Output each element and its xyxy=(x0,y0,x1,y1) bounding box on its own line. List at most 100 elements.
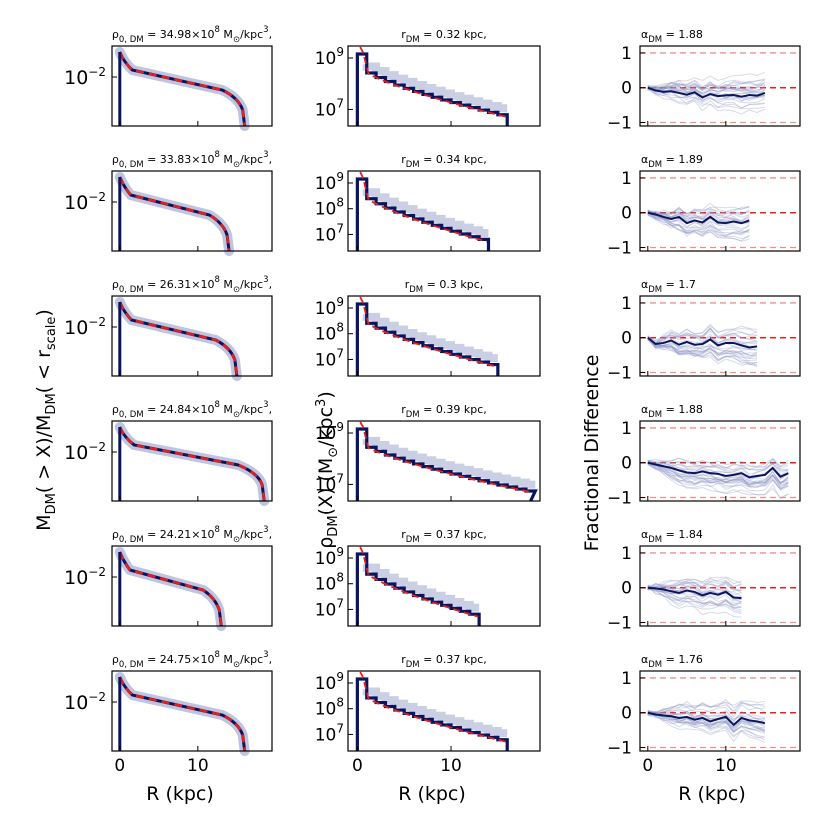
rdm-label: rDM = 0.37 kpc, xyxy=(401,653,487,670)
cumulative-scatter-band xyxy=(114,672,250,756)
realization-line xyxy=(647,588,742,607)
realization-line xyxy=(647,587,742,602)
realization-line xyxy=(647,711,765,721)
realization-line xyxy=(647,71,766,87)
fraction-panel: αDM = 1.84 −1 0 1 xyxy=(607,528,801,634)
realization-line xyxy=(647,704,766,718)
realization-line xyxy=(647,338,758,366)
cumulative-xtick-label: 0 xyxy=(114,756,125,776)
realization-line xyxy=(647,209,750,219)
realization-line xyxy=(647,710,766,729)
density-axes-frame xyxy=(347,545,541,627)
density-ytick-label: 107 xyxy=(315,96,344,120)
cumulative-ytick-label: 10−2 xyxy=(64,315,106,339)
density-model-line xyxy=(359,671,507,743)
realization-line xyxy=(647,708,765,722)
realization-line xyxy=(647,328,758,344)
cumulative-ytick-label: 10−2 xyxy=(64,65,106,89)
density-ytick-label: 109 xyxy=(315,670,344,694)
realization-line xyxy=(647,323,758,344)
cumulative-panel: ρ0, DM = 24.75×108 M⊙/kpc3, 10−2 0 10 xyxy=(64,650,273,776)
density-xtick-label: 10 xyxy=(440,756,462,776)
fraction-ytick-label: 1 xyxy=(621,669,632,689)
realization-line xyxy=(647,212,750,242)
cumulative-xtick-label: 10 xyxy=(187,756,209,776)
col2-ylabel: ρDM(X) (M⊙/kpc3) xyxy=(314,391,341,549)
density-ytick-label: 107 xyxy=(315,596,344,620)
realization-line xyxy=(647,336,758,366)
realization-line xyxy=(647,463,789,499)
density-data-histogram xyxy=(355,552,481,626)
density-scatter-band xyxy=(362,188,489,237)
fraction-axes-frame xyxy=(639,295,801,377)
density-panel: rDM = 0.32 kpc, 109 107 xyxy=(315,28,541,127)
density-model-line xyxy=(359,46,507,118)
density-scatter-band xyxy=(362,436,536,489)
cumulative-model-line xyxy=(118,301,239,377)
density-ytick-label: 107 xyxy=(315,346,344,370)
realization-line xyxy=(647,327,758,342)
density-model-line xyxy=(359,296,496,368)
realization-line xyxy=(647,577,742,590)
realization-line xyxy=(647,337,758,356)
realization-line xyxy=(647,211,750,222)
col1-ylabel: MDM( > X)/MDM( < rscale) xyxy=(33,309,59,531)
realization-line xyxy=(647,83,765,92)
cumulative-ytick-label: 10−2 xyxy=(64,190,106,214)
realization-line xyxy=(647,79,766,91)
density-ytick-label: 109 xyxy=(315,545,344,569)
cumulative-ytick-label: 10−2 xyxy=(64,565,106,589)
realization-line xyxy=(647,85,765,96)
cumulative-panel: ρ0, DM = 24.21×108 M⊙/kpc3, 10−2 xyxy=(64,525,273,631)
realization-line xyxy=(647,338,758,366)
realization-line xyxy=(647,84,765,94)
cumulative-axes-frame xyxy=(111,295,273,377)
realization-line xyxy=(647,336,758,360)
realization-line xyxy=(647,462,789,489)
realization-lines xyxy=(647,457,789,500)
realization-line xyxy=(647,336,758,358)
density-data-histogram xyxy=(355,427,538,502)
cumulative-scatter-band xyxy=(114,547,227,631)
realization-line xyxy=(647,577,742,588)
density-axes-frame xyxy=(347,670,541,752)
realization-line xyxy=(647,213,750,236)
density-scatter-band xyxy=(362,62,508,113)
cumulative-panel: ρ0, DM = 33.83×108 M⊙/kpc3, 10−2 xyxy=(64,150,273,256)
fraction-ytick-label: 0 xyxy=(621,704,632,724)
realization-line xyxy=(647,578,742,591)
density-ytick-label: 109 xyxy=(315,170,344,194)
cumulative-scatter-band xyxy=(114,297,242,381)
realization-lines xyxy=(647,698,766,743)
fraction-panel: αDM = 1.88 −1 0 1 xyxy=(607,28,801,134)
realization-line xyxy=(647,457,789,471)
realization-line xyxy=(647,79,765,91)
rho0-label: ρ0, DM = 26.31×108 M⊙/kpc3, xyxy=(112,275,272,295)
cumulative-scatter-band xyxy=(114,47,250,131)
realization-line xyxy=(647,584,742,600)
svg-text:MDM( > X)/MDM( < rscale): MDM( > X)/MDM( < rscale) xyxy=(33,309,59,531)
density-axes-frame xyxy=(347,295,541,377)
realization-line xyxy=(647,338,758,364)
cumulative-model-line xyxy=(118,551,223,627)
fraction-ytick-label: 1 xyxy=(621,44,632,64)
fraction-mean-line xyxy=(647,336,758,349)
realization-lines xyxy=(647,202,750,242)
realization-line xyxy=(647,81,765,91)
realization-line xyxy=(647,78,766,90)
density-ytick-label: 109 xyxy=(315,45,344,69)
realization-line xyxy=(647,461,789,486)
realization-line xyxy=(647,87,765,103)
realization-line xyxy=(647,588,742,605)
fraction-ytick-label: 1 xyxy=(621,544,632,564)
density-scatter-band xyxy=(362,687,508,738)
realization-line xyxy=(647,712,765,723)
realization-line xyxy=(647,79,765,92)
realization-line xyxy=(647,710,765,739)
fraction-mean-line xyxy=(647,711,766,727)
realization-line xyxy=(647,698,765,713)
